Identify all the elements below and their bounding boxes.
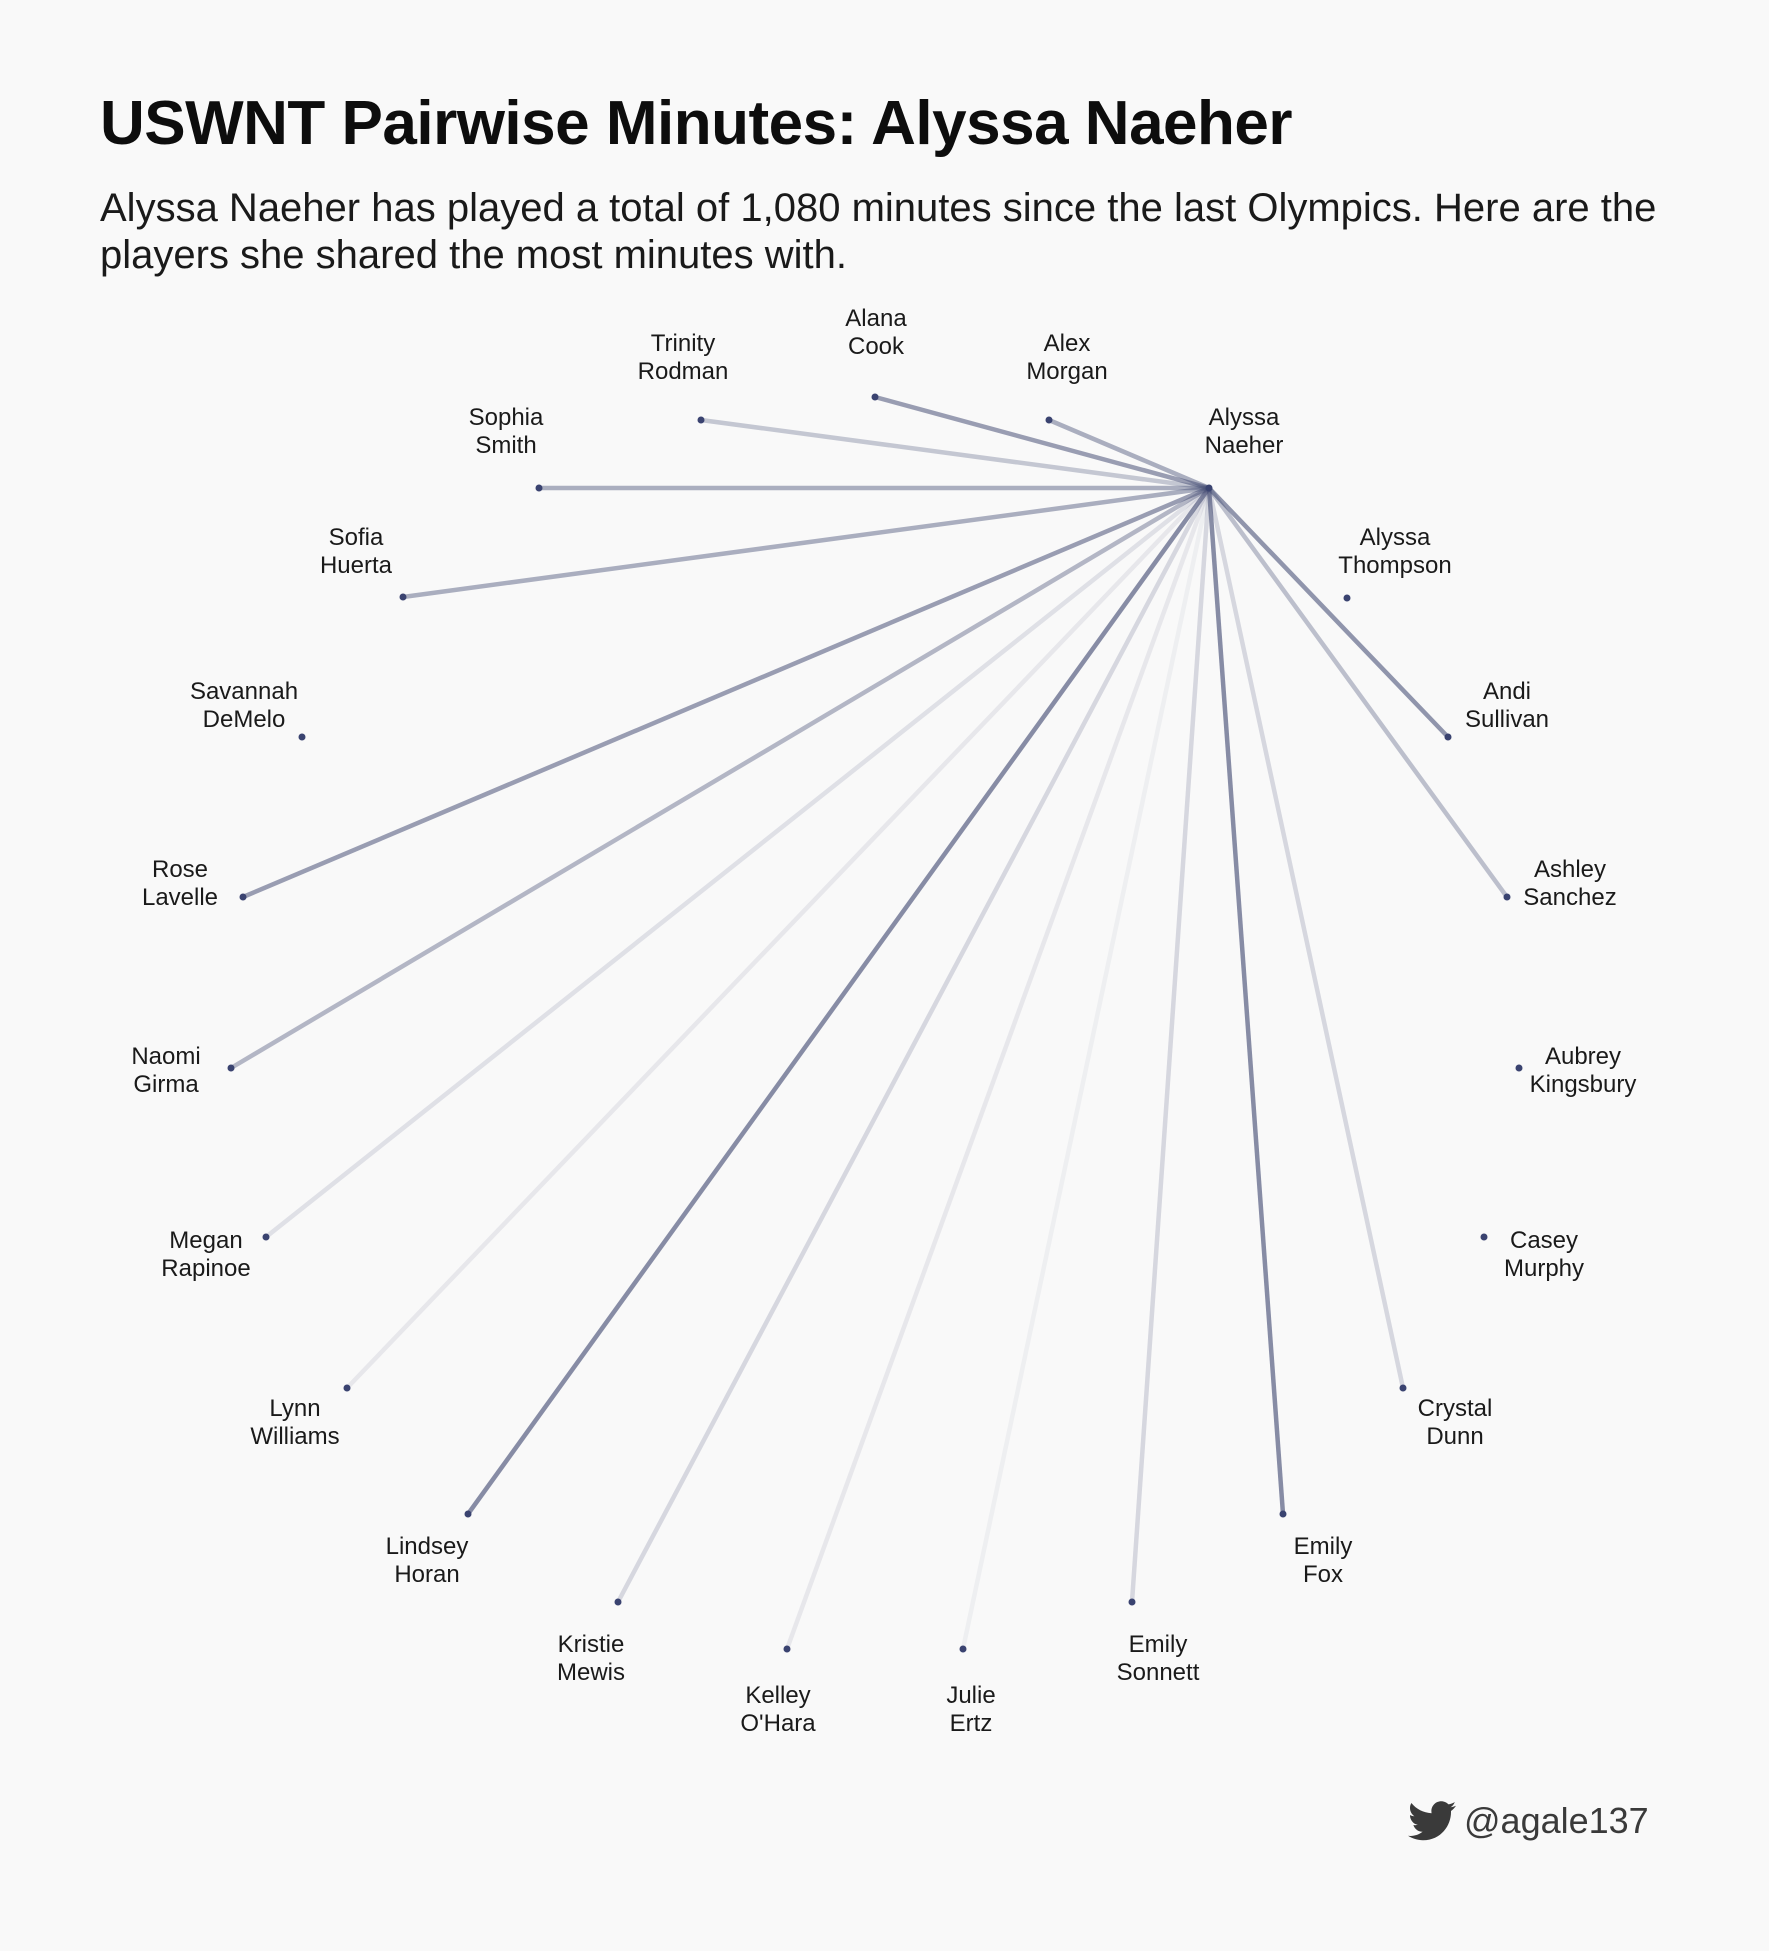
player-node-crystal-dunn [1399, 1384, 1407, 1392]
player-node-andi-sullivan [1444, 733, 1452, 741]
player-label-ashley-sanchez-first: Ashley [1534, 856, 1606, 883]
edge-kelley-ohara [784, 487, 1212, 1650]
player-node-ashley-sanchez [1503, 893, 1511, 901]
player-label-alex-morgan-last: Morgan [1026, 358, 1107, 385]
player-label-emily-sonnett-first: Emily [1129, 1631, 1188, 1658]
credit: @agale137 [1408, 1800, 1649, 1842]
edge-emily-fox [1206, 487, 1286, 1515]
edge-julie-ertz [960, 487, 1212, 1650]
player-label-sofia-huerta-first: Sofia [329, 524, 384, 551]
player-label-trinity-rodman-last: Rodman [638, 358, 729, 385]
player-label-casey-murphy-last: Murphy [1504, 1255, 1584, 1282]
credit-handle: @agale137 [1464, 1800, 1649, 1841]
edge-emily-sonnett [1129, 487, 1212, 1603]
edge-trinity-rodman [700, 417, 1210, 491]
player-label-crystal-dunn-first: Crystal [1418, 1395, 1493, 1422]
edge-megan-rapinoe [264, 486, 1211, 1239]
player-label-aubrey-kingsbury-last: Kingsbury [1530, 1071, 1637, 1098]
player-node-sofia-huerta [399, 593, 407, 601]
player-label-kelley-ohara-first: Kelley [745, 1682, 810, 1709]
player-label-rose-lavelle-first: Rose [152, 856, 208, 883]
player-label-naomi-girma-last: Girma [133, 1071, 199, 1098]
player-node-sophia-smith [535, 484, 543, 492]
player-label-aubrey-kingsbury-first: Aubrey [1545, 1043, 1621, 1070]
player-label-andi-sullivan-last: Sullivan [1465, 706, 1549, 733]
player-label-savannah-demelo-last: DeMelo [203, 706, 286, 733]
player-label-emily-sonnett-last: Sonnett [1117, 1659, 1200, 1686]
chart-subtitle: Alyssa Naeher has played a total of 1,08… [100, 186, 1657, 277]
player-label-sophia-smith-last: Smith [475, 432, 536, 459]
player-label-emily-fox-first: Emily [1294, 1533, 1353, 1560]
edge-naomi-girma [229, 486, 1211, 1070]
player-node-lindsey-horan [464, 1510, 472, 1518]
player-node-casey-murphy [1480, 1233, 1488, 1241]
player-node-kelley-ohara [783, 1645, 791, 1653]
edge-sofia-huerta [402, 485, 1210, 600]
player-label-alana-cook-last: Cook [848, 333, 905, 360]
player-label-alex-morgan-first: Alex [1044, 330, 1091, 357]
player-node-rose-lavelle [239, 893, 247, 901]
edge-crystal-dunn [1206, 487, 1406, 1389]
edge-ashley-sanchez [1207, 486, 1509, 899]
node-layer [227, 393, 1523, 1653]
player-label-kristie-mewis-last: Mewis [557, 1659, 625, 1686]
player-label-alyssa-thompson-first: Alyssa [1360, 524, 1431, 551]
player-label-alyssa-naeher-last: Naeher [1205, 432, 1284, 459]
player-label-lindsey-horan-first: Lindsey [386, 1533, 469, 1560]
player-label-casey-murphy-first: Casey [1510, 1227, 1578, 1254]
player-label-lynn-williams-last: Williams [250, 1423, 339, 1450]
chart-title: USWNT Pairwise Minutes: Alyssa Naeher [100, 89, 1293, 158]
edge-rose-lavelle [242, 485, 1210, 900]
player-node-alana-cook [871, 393, 879, 401]
player-node-lynn-williams [343, 1384, 351, 1392]
player-node-megan-rapinoe [262, 1233, 270, 1241]
player-node-emily-fox [1279, 1510, 1287, 1518]
player-node-savannah-demelo [298, 733, 306, 741]
player-label-lindsey-horan-last: Horan [394, 1561, 459, 1588]
player-label-emily-fox-last: Fox [1303, 1561, 1343, 1588]
twitter-bird-icon [1408, 1801, 1456, 1841]
player-label-andi-sullivan-first: Andi [1483, 678, 1531, 705]
player-node-naomi-girma [227, 1064, 235, 1072]
player-label-sofia-huerta-last: Huerta [320, 552, 393, 579]
edge-alex-morgan [1048, 417, 1210, 491]
player-label-sophia-smith-first: Sophia [469, 404, 544, 431]
player-label-alyssa-thompson-last: Thompson [1338, 552, 1451, 579]
player-label-rose-lavelle-last: Lavelle [142, 884, 218, 911]
edge-alana-cook [874, 394, 1210, 491]
player-node-aubrey-kingsbury [1515, 1064, 1523, 1072]
player-label-trinity-rodman-first: Trinity [651, 330, 715, 357]
edge-kristie-mewis [616, 486, 1211, 1604]
player-node-alyssa-thompson [1343, 594, 1351, 602]
edge-andi-sullivan [1207, 486, 1450, 739]
edge-layer [229, 394, 1509, 1650]
player-node-trinity-rodman [697, 416, 705, 424]
player-label-savannah-demelo-first: Savannah [190, 678, 298, 705]
player-node-emily-sonnett [1128, 1598, 1136, 1606]
player-label-megan-rapinoe-first: Megan [169, 1227, 242, 1254]
edge-lynn-williams [345, 486, 1211, 1390]
player-node-kristie-mewis [614, 1598, 622, 1606]
player-label-kristie-mewis-first: Kristie [558, 1631, 625, 1658]
player-label-alana-cook-first: Alana [845, 305, 907, 332]
player-label-julie-ertz-first: Julie [946, 1682, 995, 1709]
player-node-alyssa-naeher [1205, 484, 1213, 492]
edge-lindsey-horan [466, 486, 1211, 1516]
player-node-julie-ertz [959, 1645, 967, 1653]
player-node-alex-morgan [1045, 416, 1053, 424]
player-label-alyssa-naeher-first: Alyssa [1209, 404, 1280, 431]
player-label-ashley-sanchez-last: Sanchez [1523, 884, 1616, 911]
player-label-lynn-williams-first: Lynn [269, 1395, 320, 1422]
player-label-megan-rapinoe-last: Rapinoe [161, 1255, 250, 1282]
player-label-julie-ertz-last: Ertz [950, 1710, 993, 1737]
player-label-crystal-dunn-last: Dunn [1426, 1423, 1483, 1450]
player-label-naomi-girma-first: Naomi [131, 1043, 200, 1070]
player-label-kelley-ohara-last: O'Hara [740, 1710, 816, 1737]
